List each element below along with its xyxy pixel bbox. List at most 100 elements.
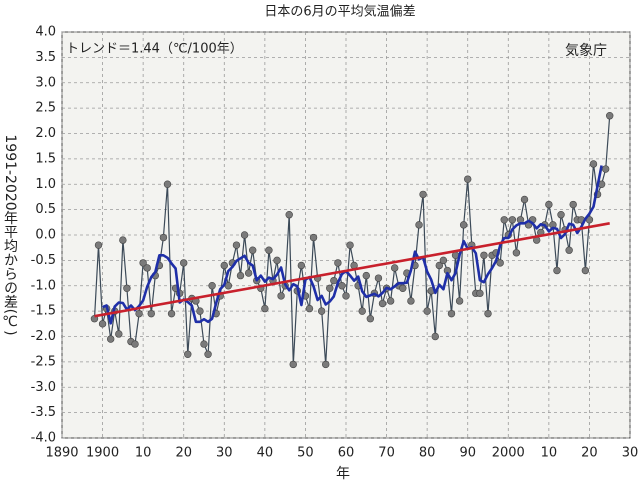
data-point <box>248 246 257 254</box>
x-tick-label: 70 <box>378 446 395 461</box>
data-point <box>496 259 504 267</box>
data-point <box>459 221 468 229</box>
data-point <box>581 266 590 275</box>
x-tick-label: 30 <box>622 446 639 461</box>
y-tick-label: 0.5 <box>35 202 56 217</box>
data-point <box>601 165 610 173</box>
data-point <box>435 261 444 270</box>
x-tick-label: 1900 <box>86 446 119 461</box>
x-tick-label: 20 <box>581 446 598 461</box>
data-point <box>362 271 370 280</box>
data-point <box>147 309 155 318</box>
x-tick-label: 30 <box>216 446 233 461</box>
data-point <box>480 251 488 260</box>
data-point <box>131 340 139 348</box>
data-point <box>508 216 517 224</box>
y-tick-label: 1.5 <box>35 151 56 166</box>
data-point <box>305 304 314 313</box>
data-point <box>180 259 188 267</box>
data-point <box>208 282 216 290</box>
data-point <box>309 233 318 242</box>
data-point <box>285 211 293 219</box>
x-tick-label: 2000 <box>492 446 525 461</box>
data-point <box>553 266 561 275</box>
data-point <box>184 350 192 358</box>
data-point <box>167 309 176 318</box>
data-point <box>143 264 151 272</box>
trend-line <box>94 222 610 318</box>
data-point <box>386 297 395 305</box>
y-tick-label: -0.5 <box>31 253 56 268</box>
data-point <box>139 259 147 267</box>
data-point <box>232 241 241 249</box>
data-point <box>419 190 427 199</box>
data-point <box>423 307 431 315</box>
data-point <box>322 360 330 369</box>
x-tick-label: 10 <box>135 446 152 461</box>
data-point <box>334 259 342 267</box>
data-point <box>244 269 253 277</box>
data-point <box>159 233 168 242</box>
data-point <box>500 216 508 224</box>
y-tick-label: 3.5 <box>35 50 56 65</box>
data-point <box>431 332 439 341</box>
y-tick-label: 2.0 <box>35 126 56 141</box>
y-tick-label: -2.0 <box>31 329 56 344</box>
source-label: 気象庁 <box>565 43 607 59</box>
y-tick-label: -1.5 <box>31 304 56 319</box>
data-point <box>346 241 354 249</box>
data-point <box>374 274 383 282</box>
x-tick-label: 80 <box>419 446 436 461</box>
chart-title: 日本の6月の平均気温偏差 <box>264 4 415 20</box>
data-point <box>220 261 228 270</box>
data-point <box>135 309 143 318</box>
data-point <box>326 284 334 292</box>
y-tick-label: -3.5 <box>31 405 56 420</box>
y-tick-label: 2.5 <box>35 101 56 116</box>
data-point <box>273 256 281 265</box>
data-point <box>390 264 399 272</box>
data-point <box>240 231 249 239</box>
y-axis-label: 1991-2020年平均からの差(℃) <box>2 134 18 335</box>
data-point <box>606 112 614 120</box>
data-point <box>589 160 598 168</box>
y-tick-label: -3.0 <box>31 380 56 395</box>
x-tick-label: 40 <box>257 446 274 461</box>
data-point <box>94 241 103 249</box>
data-point <box>484 309 492 318</box>
data-point <box>236 271 245 280</box>
data-point <box>439 256 448 265</box>
data-point <box>196 307 204 315</box>
trend-annotation: トレンド＝1.44（℃/100年） <box>66 42 243 57</box>
x-tick-label: 90 <box>459 446 476 461</box>
data-point <box>277 292 285 300</box>
data-point <box>123 284 131 292</box>
data-point <box>98 320 107 328</box>
data-point <box>261 304 269 313</box>
data-point <box>297 261 306 270</box>
y-tick-label: -2.5 <box>31 354 56 369</box>
data-point <box>447 309 456 318</box>
data-point <box>358 307 366 315</box>
data-point <box>330 276 338 285</box>
y-tick-label: 0.0 <box>35 228 56 243</box>
data-point <box>569 200 577 209</box>
x-tick-label: 60 <box>338 446 355 461</box>
data-point <box>366 315 375 323</box>
x-axis-label: 年 <box>336 466 350 482</box>
data-point <box>455 297 464 305</box>
x-tick-label: 10 <box>541 446 558 461</box>
data-point <box>204 350 212 358</box>
data-point <box>476 289 484 298</box>
y-tick-label: 4.0 <box>35 25 56 40</box>
data-point <box>265 246 273 254</box>
data-point <box>415 221 423 229</box>
data-point <box>200 340 208 348</box>
data-point <box>557 211 565 219</box>
data-point <box>512 249 521 257</box>
data-point <box>342 292 350 300</box>
data-point <box>407 297 415 305</box>
x-tick-label: 1890 <box>45 446 78 461</box>
